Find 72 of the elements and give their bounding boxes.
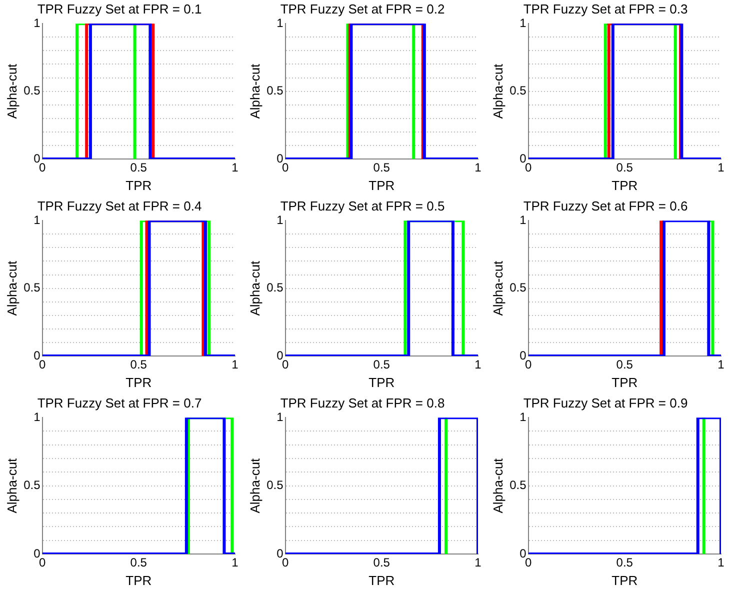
x-axis-title: TPR bbox=[368, 178, 395, 193]
x-tick-label: 1 bbox=[232, 358, 239, 372]
y-tick-label: 0.5 bbox=[24, 84, 41, 98]
x-axis-title: TPR bbox=[368, 572, 395, 588]
y-tick-label: 0 bbox=[276, 546, 284, 560]
chart-title: TPR Fuzzy Set at FPR = 0.5 bbox=[280, 198, 445, 214]
y-axis-title: Alpha-cut bbox=[4, 260, 20, 316]
y-tick-label: 0.5 bbox=[24, 478, 41, 492]
y-tick-label: 0.5 bbox=[266, 84, 284, 98]
chart-title: TPR Fuzzy Set at FPR = 0.4 bbox=[37, 198, 202, 214]
x-tick-label: 0.5 bbox=[373, 358, 390, 372]
y-tick-label: 0.5 bbox=[266, 280, 284, 295]
y-tick-label: 1 bbox=[34, 16, 41, 30]
x-tick-label: 1 bbox=[474, 160, 482, 175]
x-tick-label: 0.5 bbox=[616, 160, 634, 175]
x-axis-title: TPR bbox=[612, 374, 638, 390]
x-tick-label: 1 bbox=[232, 556, 239, 570]
x-tick-label: 1 bbox=[718, 160, 725, 175]
x-tick-label: 1 bbox=[474, 358, 482, 372]
chart-title: TPR Fuzzy Set at FPR = 0.7 bbox=[37, 395, 202, 410]
y-tick-label: 0.5 bbox=[510, 84, 527, 98]
y-tick-label: 0 bbox=[520, 546, 527, 560]
y-tick-label: 0.5 bbox=[510, 478, 527, 492]
y-axis-title: Alpha-cut bbox=[247, 63, 262, 119]
y-tick-label: 0 bbox=[520, 151, 527, 166]
x-axis-title: TPR bbox=[126, 178, 152, 193]
x-tick-label: 0.5 bbox=[130, 160, 148, 175]
y-axis-title: Alpha-cut bbox=[4, 63, 20, 119]
y-tick-label: 1 bbox=[520, 16, 527, 30]
y-tick-label: 0.5 bbox=[510, 280, 527, 295]
x-tick-label: 1 bbox=[718, 556, 725, 570]
x-axis-title: TPR bbox=[368, 374, 395, 390]
chart-title: TPR Fuzzy Set at FPR = 0.3 bbox=[523, 1, 688, 16]
x-tick-label: 1 bbox=[474, 556, 482, 570]
y-tick-label: 0 bbox=[520, 348, 527, 362]
x-axis-title: TPR bbox=[126, 374, 152, 390]
y-tick-label: 1 bbox=[34, 410, 41, 424]
x-tick-label: 0.5 bbox=[616, 556, 634, 570]
x-tick-label: 1 bbox=[232, 160, 239, 175]
x-axis-title: TPR bbox=[612, 178, 638, 193]
y-tick-label: 0 bbox=[34, 546, 41, 560]
y-tick-label: 0 bbox=[34, 151, 41, 166]
x-tick-label: 0.5 bbox=[373, 556, 390, 570]
chart-title: TPR Fuzzy Set at FPR = 0.6 bbox=[523, 198, 688, 214]
y-tick-label: 1 bbox=[276, 212, 284, 227]
chart-title: TPR Fuzzy Set at FPR = 0.1 bbox=[37, 1, 202, 16]
chart-title: TPR Fuzzy Set at FPR = 0.8 bbox=[280, 395, 445, 410]
chart-title: TPR Fuzzy Set at FPR = 0.9 bbox=[523, 395, 688, 410]
y-tick-label: 0 bbox=[34, 348, 41, 362]
y-tick-label: 1 bbox=[34, 212, 41, 227]
y-tick-label: 0 bbox=[276, 151, 284, 166]
y-tick-label: 0.5 bbox=[266, 478, 284, 492]
x-axis-title: TPR bbox=[126, 572, 152, 588]
y-axis-title: Alpha-cut bbox=[4, 458, 20, 514]
y-tick-label: 0.5 bbox=[24, 280, 41, 295]
y-axis-title: Alpha-cut bbox=[490, 458, 506, 514]
y-axis-title: Alpha-cut bbox=[247, 458, 262, 514]
x-tick-label: 0.5 bbox=[130, 556, 148, 570]
y-tick-label: 1 bbox=[520, 212, 527, 227]
y-axis-title: Alpha-cut bbox=[247, 260, 262, 316]
y-tick-label: 1 bbox=[520, 410, 527, 424]
x-axis-title: TPR bbox=[612, 572, 638, 588]
x-tick-label: 0.5 bbox=[373, 160, 390, 175]
y-tick-label: 1 bbox=[276, 410, 284, 424]
chart-title: TPR Fuzzy Set at FPR = 0.2 bbox=[280, 1, 445, 16]
y-axis-title: Alpha-cut bbox=[490, 260, 506, 316]
x-tick-label: 0.5 bbox=[616, 358, 634, 372]
y-tick-label: 1 bbox=[276, 16, 284, 30]
x-tick-label: 1 bbox=[718, 358, 725, 372]
y-tick-label: 0 bbox=[276, 348, 284, 362]
y-axis-title: Alpha-cut bbox=[490, 63, 506, 119]
x-tick-label: 0.5 bbox=[130, 358, 148, 372]
